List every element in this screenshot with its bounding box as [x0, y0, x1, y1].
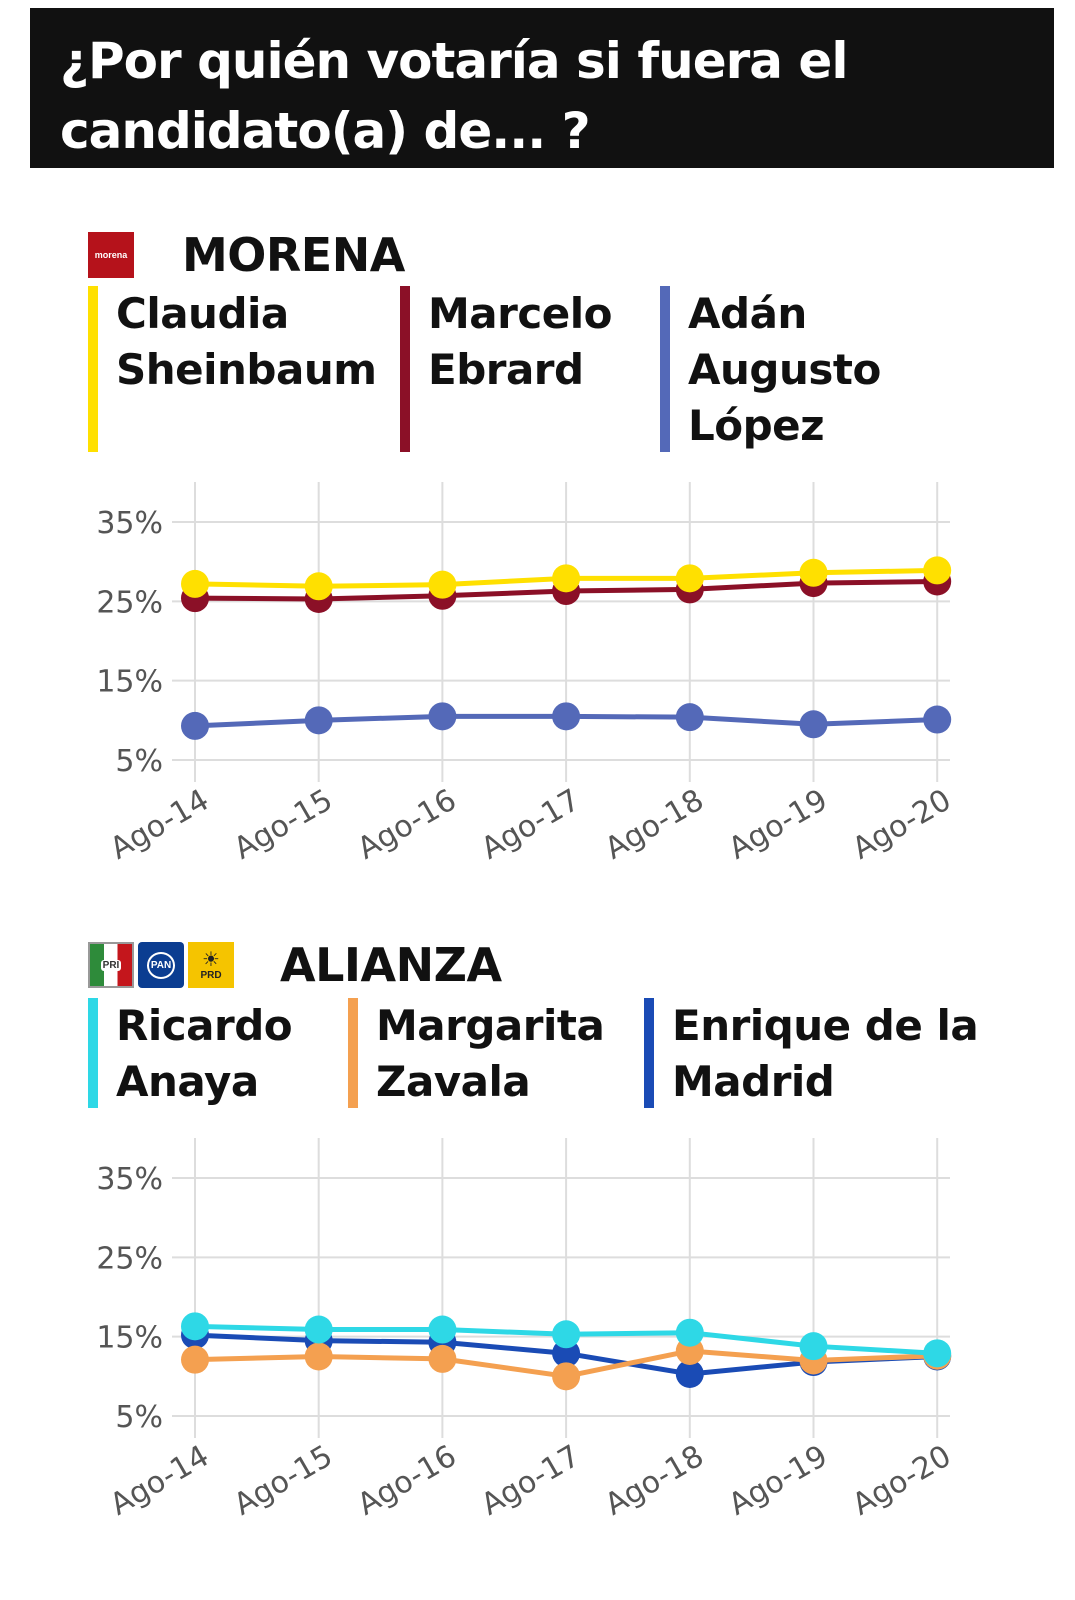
data-point	[181, 1312, 209, 1341]
y-tick-label: 35%	[96, 1162, 163, 1197]
data-point	[675, 1359, 704, 1388]
legend-color-bar	[88, 286, 98, 452]
prd-logo: ☀ PRD	[188, 942, 234, 988]
legend-label: Marcelo Ebrard	[428, 289, 612, 394]
data-point	[304, 572, 333, 601]
party-name-morena: MORENA	[182, 228, 405, 282]
legend-label: Adán Augusto López	[688, 289, 881, 450]
y-tick-label: 25%	[96, 585, 163, 620]
data-point	[181, 569, 209, 598]
x-tick-label: Ago-18	[599, 783, 710, 867]
data-point	[799, 710, 828, 739]
x-tick-label: Ago-14	[104, 783, 215, 867]
legend-item-lopez: Adán Augusto López	[660, 286, 881, 454]
alianza-legend: Ricardo Anaya Margarita Zavala Enrique d…	[88, 998, 988, 1113]
data-point	[675, 703, 704, 732]
data-point	[428, 702, 457, 731]
x-tick-label: Ago-15	[228, 1439, 339, 1523]
morena-section-header: morena MORENA	[88, 228, 405, 282]
pan-logo: PAN	[138, 942, 184, 988]
x-tick-label: Ago-15	[228, 783, 339, 867]
legend-color-bar	[88, 998, 98, 1108]
morena-legend: Claudia Sheinbaum Marcelo Ebrard Adán Au…	[88, 286, 988, 456]
data-point	[552, 564, 581, 593]
data-point	[923, 1339, 952, 1368]
legend-color-bar	[644, 998, 654, 1108]
legend-item-ebrard: Marcelo Ebrard	[400, 286, 612, 452]
data-point	[428, 1344, 457, 1373]
x-tick-label: Ago-17	[476, 783, 587, 867]
y-tick-label: 5%	[115, 1400, 163, 1435]
data-point	[181, 1345, 209, 1374]
legend-item-anaya: Ricardo Anaya	[88, 998, 293, 1110]
alianza-chart: 35%25%15%5%Ago-14 Ago-15 Ago-16 Ago-17 Ago-1…	[96, 1138, 958, 1523]
legend-color-bar	[348, 998, 358, 1108]
data-point	[428, 570, 457, 599]
party-name-alianza: ALIANZA	[280, 938, 502, 992]
x-tick-label: Ago-19	[723, 1439, 834, 1523]
data-point	[181, 711, 209, 740]
data-point	[304, 1342, 333, 1371]
legend-color-bar	[400, 286, 410, 452]
y-tick-label: 35%	[96, 506, 163, 541]
x-tick-label: Ago-16	[352, 783, 463, 867]
legend-item-sheinbaum: Claudia Sheinbaum	[88, 286, 377, 452]
data-point	[428, 1315, 457, 1344]
x-tick-label: Ago-20	[847, 783, 958, 867]
x-tick-label: Ago-20	[847, 1439, 958, 1523]
morena-logo: morena	[88, 232, 134, 278]
legend-label: Ricardo Anaya	[116, 1001, 293, 1106]
data-point	[799, 558, 828, 587]
y-tick-label: 25%	[96, 1241, 163, 1276]
legend-label: Margarita Zavala	[376, 1001, 605, 1106]
data-point	[552, 1362, 581, 1391]
data-point	[923, 705, 952, 734]
legend-label: Enrique de la Madrid	[672, 1001, 979, 1106]
x-tick-label: Ago-18	[599, 1439, 710, 1523]
morena-chart: 35%25%15%5%Ago-14 Ago-15 Ago-16 Ago-17 Ago-1…	[96, 482, 958, 867]
x-tick-label: Ago-17	[476, 1439, 587, 1523]
x-tick-label: Ago-19	[723, 783, 834, 867]
legend-item-zavala: Margarita Zavala	[348, 998, 605, 1110]
x-tick-label: Ago-16	[352, 1439, 463, 1523]
y-tick-label: 15%	[96, 665, 163, 700]
data-point	[923, 556, 952, 585]
data-point	[799, 1332, 828, 1361]
data-point	[675, 564, 704, 593]
alianza-section-header: PRI PAN ☀ PRD ALIANZA	[88, 938, 502, 992]
data-point	[552, 702, 581, 731]
x-tick-label: Ago-14	[104, 1439, 215, 1523]
data-point	[675, 1318, 704, 1347]
data-point	[304, 706, 333, 735]
sun-icon: ☀	[202, 948, 220, 971]
legend-item-de-la-madrid: Enrique de la Madrid	[644, 998, 979, 1110]
y-tick-label: 15%	[96, 1321, 163, 1356]
pri-logo: PRI	[88, 942, 134, 988]
page-title: ¿Por quién votaría si fuera el candidato…	[30, 8, 1054, 168]
y-tick-label: 5%	[115, 744, 163, 779]
data-point	[304, 1315, 333, 1344]
legend-label: Claudia Sheinbaum	[116, 289, 377, 394]
data-point	[552, 1320, 581, 1349]
legend-color-bar	[660, 286, 670, 452]
